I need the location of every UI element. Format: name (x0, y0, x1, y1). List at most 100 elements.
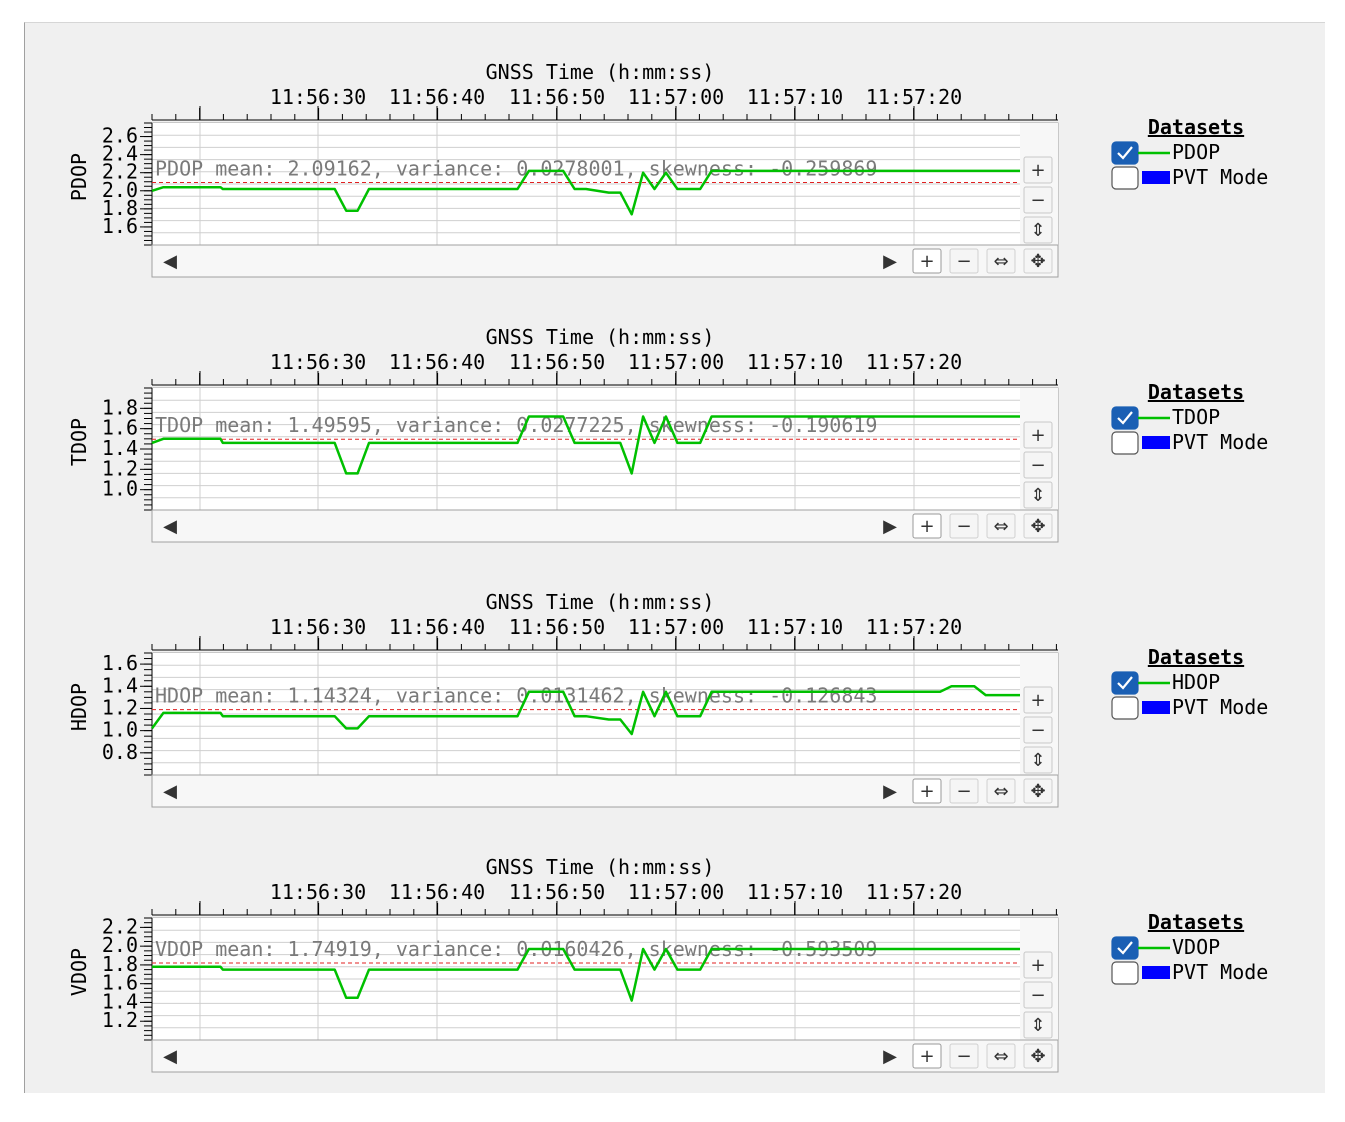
legend-checkbox[interactable] (1111, 671, 1139, 695)
scroll-left-arrow-icon[interactable]: ◀ (163, 516, 177, 537)
x-zoom-out-button-bg[interactable] (949, 513, 979, 539)
x-scrollbar[interactable] (151, 244, 1059, 278)
x-pan-button-icon[interactable]: ⇔ (993, 781, 1008, 802)
y-pan-button-bg[interactable] (1023, 746, 1053, 774)
x-zoom-out-button[interactable]: − (949, 778, 979, 804)
y-zoom-out-button-icon[interactable]: − (1030, 720, 1045, 741)
y-pan-button-icon[interactable]: ⇕ (1030, 1015, 1045, 1036)
x-scrollbar[interactable] (151, 509, 1059, 543)
x-pan-button-bg[interactable] (986, 1043, 1016, 1069)
y-zoom-in-button-icon[interactable]: + (1030, 955, 1045, 976)
x-zoom-out-button-icon[interactable]: − (956, 516, 971, 537)
scroll-right-arrow-icon[interactable]: ▶ (883, 516, 897, 537)
y-zoom-out-button-bg[interactable] (1023, 716, 1053, 744)
y-pan-button[interactable]: ⇕ (1023, 746, 1053, 774)
y-zoom-out-button[interactable]: − (1023, 716, 1053, 744)
y-zoom-out-button[interactable]: − (1023, 451, 1053, 479)
y-zoom-out-button-icon[interactable]: − (1030, 455, 1045, 476)
legend-item-series[interactable]: VDOP (1111, 935, 1220, 960)
legend-item-series[interactable]: TDOP (1111, 405, 1220, 430)
y-zoom-out-button-bg[interactable] (1023, 451, 1053, 479)
x-zoom-in-button-icon[interactable]: + (919, 516, 934, 537)
y-zoom-out-button[interactable]: − (1023, 186, 1053, 214)
pan-all-button-bg[interactable] (1023, 1043, 1053, 1069)
y-zoom-in-button-icon[interactable]: + (1030, 425, 1045, 446)
pan-all-button[interactable]: ✥ (1023, 778, 1053, 804)
y-zoom-out-button-icon[interactable]: − (1030, 985, 1045, 1006)
scroll-right-arrow-icon[interactable]: ▶ (883, 251, 897, 272)
scroll-right-arrow-icon[interactable]: ▶ (883, 1046, 897, 1067)
x-zoom-in-button[interactable]: + (912, 248, 942, 274)
x-zoom-in-button[interactable]: + (912, 1043, 942, 1069)
x-zoom-out-button[interactable]: − (949, 1043, 979, 1069)
x-pan-button[interactable]: ⇔ (986, 778, 1016, 804)
legend-item-pvt-mode[interactable]: PVT Mode (1111, 165, 1268, 190)
x-pan-button-icon[interactable]: ⇔ (993, 1046, 1008, 1067)
pan-all-button-bg[interactable] (1023, 513, 1053, 539)
legend-checkbox[interactable] (1111, 696, 1139, 720)
legend-item-pvt-mode[interactable]: PVT Mode (1111, 960, 1268, 985)
x-zoom-in-button[interactable]: + (912, 778, 942, 804)
x-pan-button-bg[interactable] (986, 248, 1016, 274)
pan-all-button[interactable]: ✥ (1023, 248, 1053, 274)
x-pan-button-icon[interactable]: ⇔ (993, 516, 1008, 537)
y-zoom-in-button[interactable]: + (1023, 686, 1053, 714)
pan-all-button-bg[interactable] (1023, 248, 1053, 274)
x-zoom-in-button-bg[interactable] (912, 1043, 942, 1069)
x-zoom-out-button-bg[interactable] (949, 248, 979, 274)
y-pan-button-bg[interactable] (1023, 216, 1053, 244)
legend-item-series[interactable]: PDOP (1111, 140, 1220, 165)
legend-checkbox[interactable] (1111, 141, 1139, 165)
x-pan-button-icon[interactable]: ⇔ (993, 251, 1008, 272)
legend-checkbox[interactable] (1111, 961, 1139, 985)
pan-all-button-icon[interactable]: ✥ (1030, 251, 1045, 272)
x-zoom-out-button[interactable]: − (949, 513, 979, 539)
scroll-left-arrow-icon[interactable]: ◀ (163, 251, 177, 272)
x-zoom-in-button-icon[interactable]: + (919, 781, 934, 802)
pan-all-button-bg[interactable] (1023, 778, 1053, 804)
legend-checkbox[interactable] (1111, 166, 1139, 190)
x-pan-button[interactable]: ⇔ (986, 1043, 1016, 1069)
x-zoom-in-button-bg[interactable] (912, 513, 942, 539)
x-zoom-in-button[interactable]: + (912, 513, 942, 539)
scroll-left-arrow-icon[interactable]: ◀ (163, 781, 177, 802)
scroll-left-arrow-icon[interactable]: ◀ (163, 1046, 177, 1067)
x-scrollbar[interactable] (151, 1039, 1059, 1073)
legend-item-pvt-mode[interactable]: PVT Mode (1111, 695, 1268, 720)
pan-all-button-icon[interactable]: ✥ (1030, 781, 1045, 802)
y-zoom-out-button[interactable]: − (1023, 981, 1053, 1009)
y-pan-button-icon[interactable]: ⇕ (1030, 485, 1045, 506)
x-zoom-out-button-bg[interactable] (949, 1043, 979, 1069)
y-zoom-in-button[interactable]: + (1023, 156, 1053, 184)
legend-checkbox[interactable] (1111, 431, 1139, 455)
pan-all-button-icon[interactable]: ✥ (1030, 1046, 1045, 1067)
x-zoom-out-button-icon[interactable]: − (956, 781, 971, 802)
y-zoom-out-button-bg[interactable] (1023, 186, 1053, 214)
x-zoom-in-button-icon[interactable]: + (919, 251, 934, 272)
x-zoom-out-button-icon[interactable]: − (956, 1046, 971, 1067)
y-pan-button[interactable]: ⇕ (1023, 481, 1053, 509)
pan-all-button[interactable]: ✥ (1023, 513, 1053, 539)
y-zoom-in-button-bg[interactable] (1023, 686, 1053, 714)
y-pan-button-bg[interactable] (1023, 1011, 1053, 1039)
y-pan-button-bg[interactable] (1023, 481, 1053, 509)
scroll-right-arrow-icon[interactable]: ▶ (883, 781, 897, 802)
y-pan-button-icon[interactable]: ⇕ (1030, 220, 1045, 241)
y-zoom-out-button-bg[interactable] (1023, 981, 1053, 1009)
y-zoom-in-button-icon[interactable]: + (1030, 690, 1045, 711)
x-zoom-in-button-bg[interactable] (912, 778, 942, 804)
y-pan-button[interactable]: ⇕ (1023, 1011, 1053, 1039)
y-zoom-out-button-icon[interactable]: − (1030, 190, 1045, 211)
y-pan-button[interactable]: ⇕ (1023, 216, 1053, 244)
y-zoom-in-button[interactable]: + (1023, 951, 1053, 979)
x-zoom-out-button-bg[interactable] (949, 778, 979, 804)
y-zoom-in-button[interactable]: + (1023, 421, 1053, 449)
y-zoom-in-button-bg[interactable] (1023, 156, 1053, 184)
x-scrollbar[interactable] (151, 774, 1059, 808)
legend-checkbox[interactable] (1111, 406, 1139, 430)
legend-checkbox[interactable] (1111, 936, 1139, 960)
legend-item-pvt-mode[interactable]: PVT Mode (1111, 430, 1268, 455)
x-zoom-out-button[interactable]: − (949, 248, 979, 274)
y-zoom-in-button-bg[interactable] (1023, 421, 1053, 449)
pan-all-button[interactable]: ✥ (1023, 1043, 1053, 1069)
